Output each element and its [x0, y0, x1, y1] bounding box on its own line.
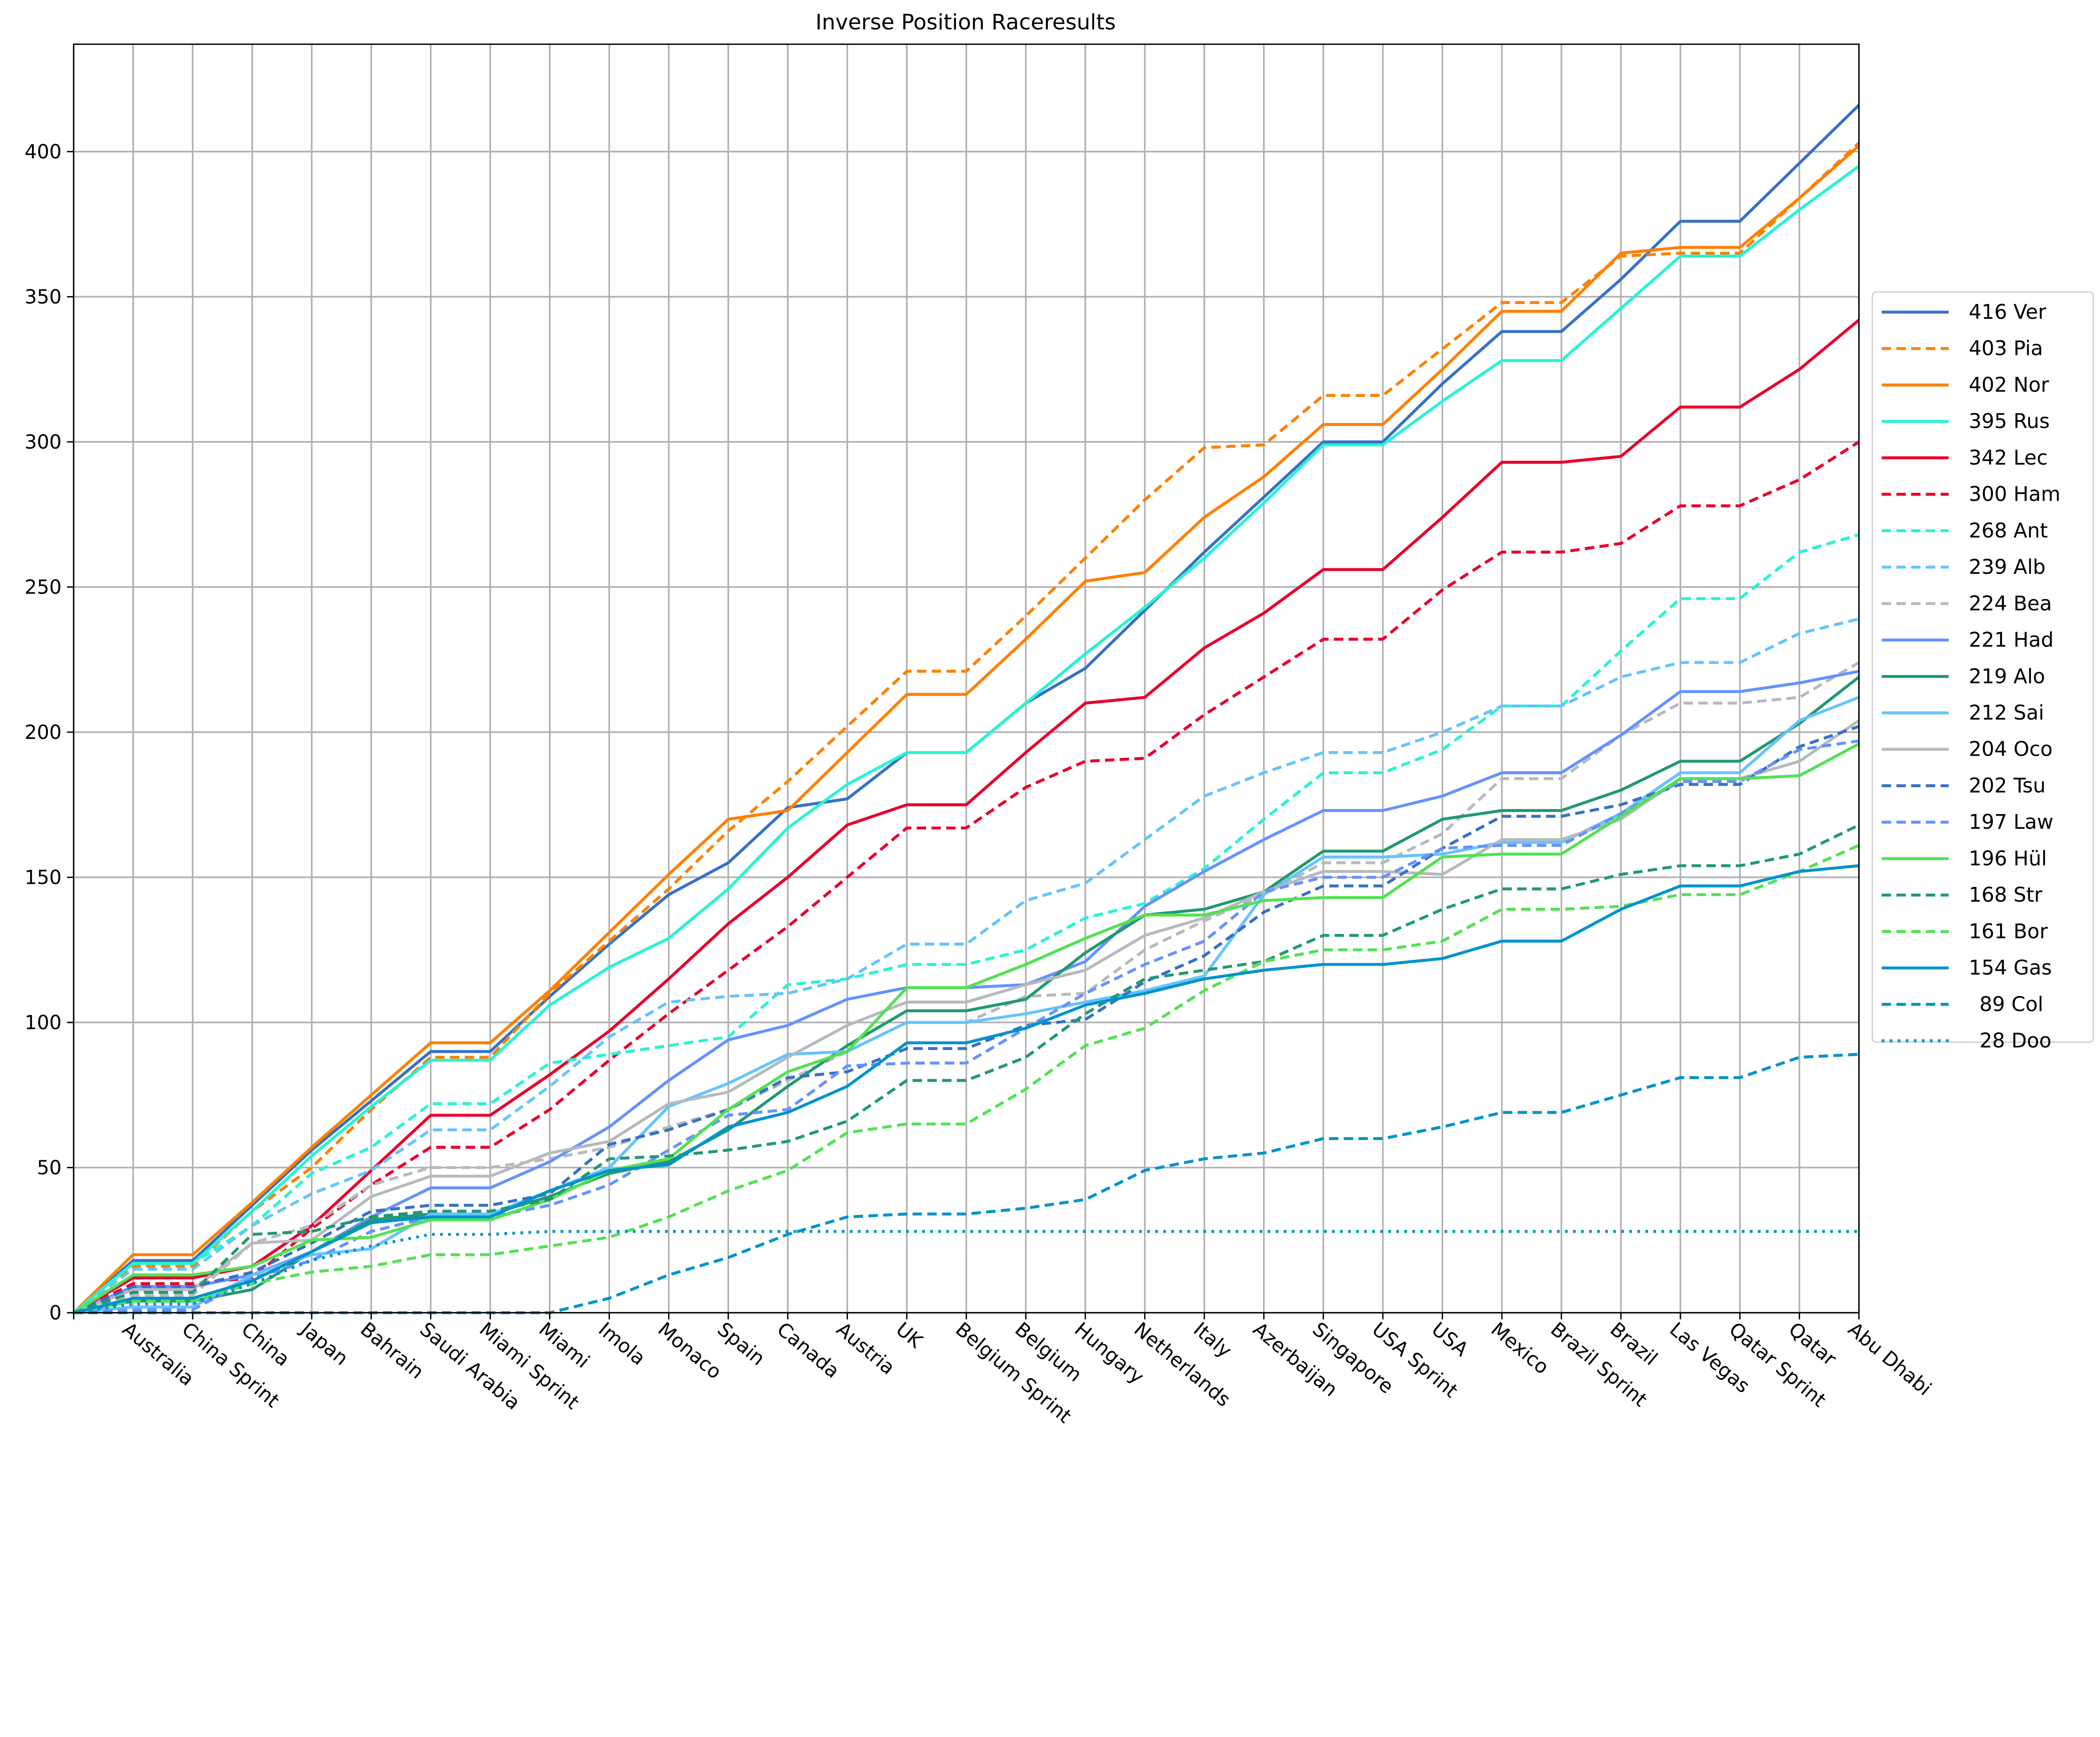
- y-tick-label: 250: [24, 575, 61, 598]
- legend-label: 204 Oco: [1969, 738, 2053, 761]
- series-line-gas: [73, 864, 1859, 1314]
- legend-label: 28 Doo: [1979, 1030, 2051, 1053]
- legend: 416 Ver 403 Pia 402 Nor 395 Rus 342 Lec 300 H…: [1872, 291, 2094, 1053]
- legend-label: 221 Had: [1969, 629, 2053, 652]
- legend-label: 224 Bea: [1969, 592, 2052, 615]
- chart-background: [0, 0, 2100, 1485]
- legend-label: 268 Ant: [1969, 519, 2048, 542]
- series-line-nor: [72, 145, 1860, 1314]
- y-axis: 0 50 100 150 200 250 300 350 400: [24, 140, 74, 1324]
- series-group: [72, 104, 1860, 1314]
- legend-label: 154 Gas: [1969, 957, 2052, 980]
- series-line-bor: [73, 844, 1860, 1314]
- legend-label: 197 Law: [1969, 811, 2053, 834]
- legend-label: 196 Hül: [1969, 847, 2047, 870]
- y-tick-label: 200: [24, 721, 61, 744]
- legend-label: 416 Ver: [1969, 301, 2046, 324]
- legend-label: 300 Ham: [1969, 483, 2060, 506]
- series-line-pia: [73, 142, 1860, 1314]
- series-line-alo: [73, 675, 1860, 1314]
- y-tick-label: 100: [24, 1011, 61, 1034]
- series-line-rus: [73, 165, 1860, 1314]
- y-tick-label: 400: [24, 140, 61, 163]
- grid: [73, 44, 1860, 1314]
- series-line-str: [73, 823, 1860, 1314]
- legend-box: [1872, 291, 2094, 1043]
- legend-label: 219 Alo: [1969, 665, 2045, 688]
- legend-label: 403 Pia: [1969, 337, 2043, 360]
- legend-label: 239 Alb: [1969, 556, 2045, 579]
- series-line-doo: [73, 1230, 1859, 1314]
- legend-label: 342 Lec: [1969, 447, 2048, 470]
- legend-label: 395 Rus: [1969, 410, 2050, 433]
- y-tick-label: 50: [37, 1156, 62, 1179]
- series-line-oco: [73, 719, 1860, 1314]
- series-line-hül: [73, 742, 1860, 1314]
- legend-label: 402 Nor: [1969, 373, 2049, 397]
- y-tick-label: 350: [24, 285, 61, 308]
- y-tick-label: 300: [24, 431, 61, 453]
- legend-label: 89 Col: [1979, 993, 2043, 1016]
- series-line-lec: [73, 319, 1860, 1314]
- legend-label: 168 Str: [1969, 884, 2042, 907]
- legend-label: 161 Bor: [1969, 920, 2048, 943]
- series-line-tsu: [73, 725, 1860, 1314]
- y-tick-label: 0: [49, 1301, 61, 1324]
- line-chart: Inverse Position Raceresults AustraliaCh…: [0, 0, 2100, 1485]
- chart-title: Inverse Position Raceresults: [816, 10, 1116, 35]
- series-line-alb: [73, 618, 1859, 1314]
- legend-label: 202 Tsu: [1969, 774, 2045, 797]
- series-line-law: [74, 739, 1859, 1314]
- series-line-sai: [74, 696, 1860, 1314]
- legend-label: 212 Sai: [1969, 702, 2044, 725]
- series-line-ham: [73, 441, 1860, 1314]
- y-tick-label: 150: [24, 866, 61, 888]
